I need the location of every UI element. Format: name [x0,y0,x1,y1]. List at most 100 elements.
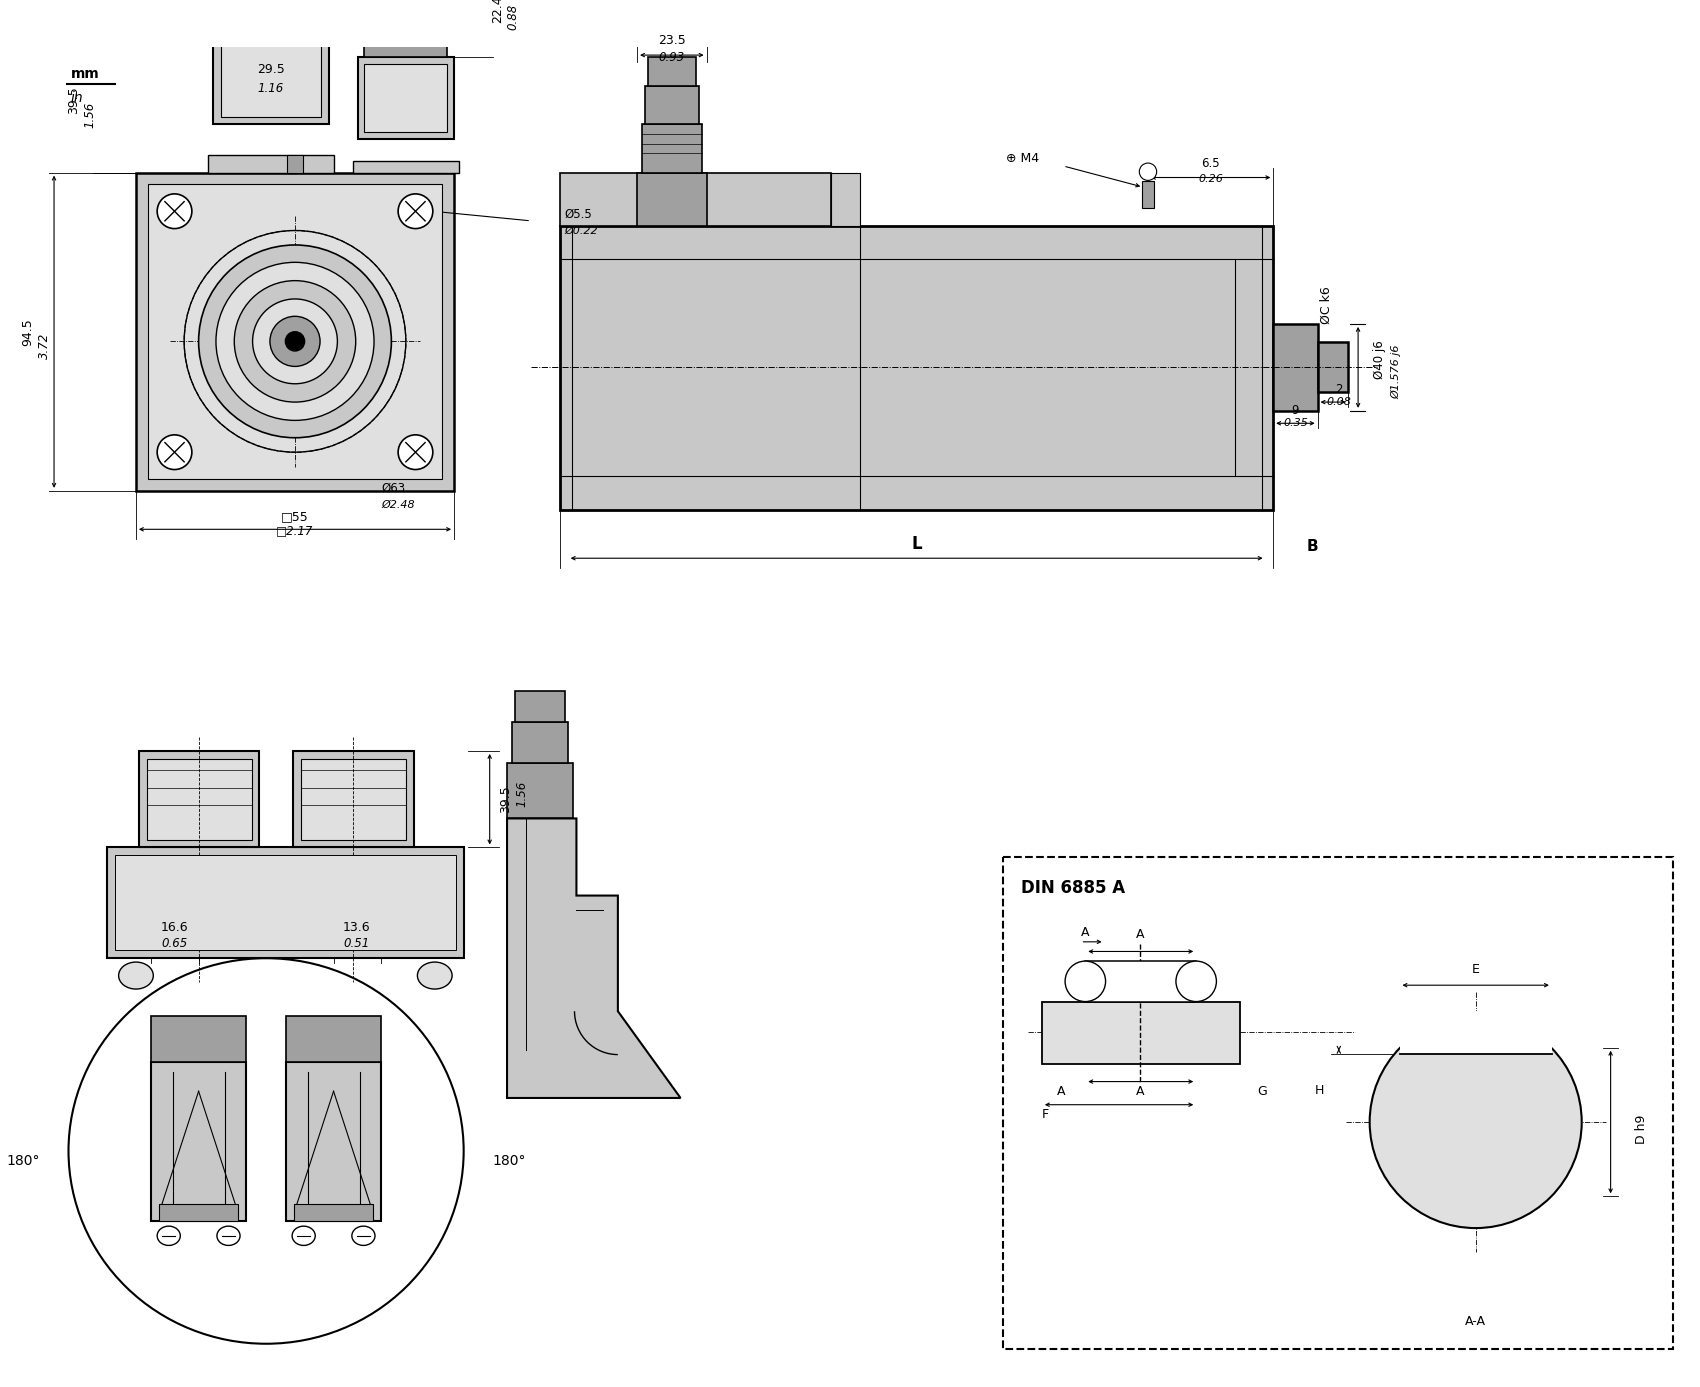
Bar [148,184,442,479]
Bar [638,173,707,226]
Text: Ø40 j6: Ø40 j6 [1374,340,1386,379]
Bar [212,28,328,125]
Ellipse shape [235,280,355,402]
Text: 0.35: 0.35 [1284,419,1307,429]
Text: 9: 9 [1292,404,1299,417]
Bar [354,161,459,173]
Text: 0.93: 0.93 [658,50,685,64]
Ellipse shape [1176,961,1217,1001]
Text: 13.6: 13.6 [343,921,371,933]
Ellipse shape [184,230,406,452]
Ellipse shape [156,194,192,229]
Bar [301,759,406,839]
Text: H: H [1314,1083,1324,1097]
Text: Ø2.48: Ø2.48 [382,501,415,510]
Bar [1273,325,1319,411]
Text: D h9: D h9 [1635,1115,1647,1144]
Bar [221,36,321,117]
Ellipse shape [1139,164,1156,180]
Ellipse shape [68,958,464,1344]
Bar [294,1204,372,1222]
Text: 180°: 180° [7,1154,39,1168]
Text: □2.17: □2.17 [277,524,314,538]
Polygon shape [831,173,860,226]
Ellipse shape [398,194,434,229]
Bar [1085,961,1197,1001]
Text: 23.5: 23.5 [658,35,685,47]
Text: A: A [1081,925,1090,939]
Text: E: E [1472,964,1479,976]
Ellipse shape [1370,1017,1581,1227]
Bar [286,1017,381,1062]
Ellipse shape [286,331,304,351]
Ellipse shape [398,436,434,470]
Polygon shape [507,818,680,1099]
Text: 0.65: 0.65 [162,938,187,950]
Bar [1319,343,1348,393]
Text: L: L [911,535,921,553]
Text: G: G [1256,1085,1266,1097]
Text: Ø5.5: Ø5.5 [564,208,593,221]
Bar [286,1062,381,1222]
Bar [287,155,303,173]
Ellipse shape [156,436,192,470]
Text: mm: mm [70,68,99,82]
Bar [151,1062,246,1222]
Bar [559,226,1273,510]
Text: □55: □55 [280,510,309,523]
Text: 0.88: 0.88 [507,3,518,29]
Text: A-A: A-A [1465,1315,1486,1329]
Ellipse shape [418,963,452,989]
Text: ØC k6: ØC k6 [1319,287,1333,325]
Text: Ø63: Ø63 [382,481,406,494]
Text: 0.51: 0.51 [343,938,371,950]
Bar [364,21,447,57]
Bar [644,86,699,125]
Bar [160,1204,238,1222]
Bar [559,173,831,226]
Ellipse shape [253,300,337,384]
Ellipse shape [352,1226,376,1246]
Ellipse shape [270,316,320,366]
Text: 0.08: 0.08 [1326,397,1352,406]
Bar [648,57,695,86]
Ellipse shape [216,262,374,420]
Text: F: F [1042,1108,1049,1121]
Bar [643,125,702,173]
Text: 1.56: 1.56 [515,781,529,807]
Bar [1399,1011,1552,1054]
Text: 1.16: 1.16 [258,82,284,96]
Text: 16.6: 16.6 [162,921,189,933]
Text: Ø1.576 j6: Ø1.576 j6 [1392,345,1402,399]
Text: 22.4: 22.4 [491,0,503,22]
Text: 39.5: 39.5 [66,86,80,114]
Bar [507,763,573,818]
Text: 6.5: 6.5 [1202,157,1221,169]
Bar [116,854,456,950]
Bar [1142,182,1154,208]
Text: ⊕ M4: ⊕ M4 [1006,151,1039,165]
Text: 2: 2 [1334,383,1343,397]
Text: 94.5: 94.5 [22,318,34,345]
Text: DIN 6885 A: DIN 6885 A [1020,879,1125,897]
Bar [139,750,260,847]
Ellipse shape [1066,961,1105,1001]
Bar [107,847,464,958]
Bar [369,0,442,21]
Text: A: A [1136,1085,1144,1097]
Bar [512,723,568,763]
Bar [364,64,447,132]
Text: in: in [70,90,83,104]
Text: A: A [1056,1085,1064,1097]
Ellipse shape [119,963,153,989]
Bar [357,57,454,139]
Bar [221,0,321,28]
Bar [515,691,564,723]
Text: 180°: 180° [493,1154,525,1168]
Bar [146,759,252,839]
Ellipse shape [156,1226,180,1246]
Ellipse shape [199,245,391,438]
Text: 3.72: 3.72 [37,333,51,359]
Text: 0.26: 0.26 [1198,175,1222,184]
Ellipse shape [218,1226,240,1246]
